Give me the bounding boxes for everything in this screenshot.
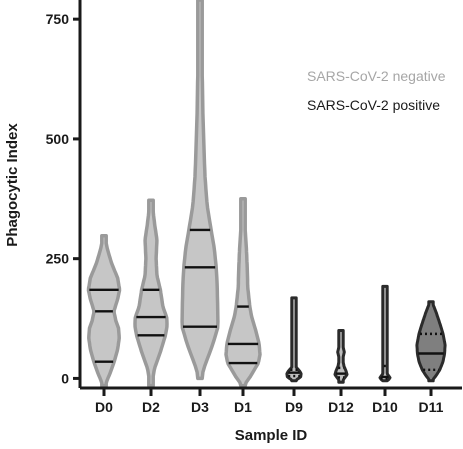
violin-d10	[378, 284, 392, 383]
violin-d12	[333, 329, 349, 384]
x-tick-label-d10: D10	[372, 399, 398, 415]
violin-d11	[415, 300, 447, 383]
x-tick-label-d12: D12	[328, 399, 354, 415]
legend-entry-positive: SARS-CoV-2 positive	[307, 97, 440, 113]
x-tick-label-d3: D3	[191, 399, 209, 415]
y-axis-title: Phagocytic Index	[4, 123, 21, 247]
x-tick-label-d1: D1	[234, 399, 252, 415]
y-tick-label-0: 0	[61, 370, 69, 386]
y-tick-label-500: 500	[46, 131, 70, 147]
plot-area	[86, 0, 447, 388]
x-tick-label-d11: D11	[419, 399, 444, 415]
x-axis-title: Sample ID	[235, 427, 308, 444]
axes: 0 250 500 750 D0 D2 D3 D1 D9 D12 D10 D11	[46, 0, 462, 415]
legend-entry-negative: SARS-CoV-2 negative	[307, 68, 446, 84]
legend: SARS-CoV-2 negative SARS-CoV-2 positive	[307, 68, 446, 113]
y-tick-label-250: 250	[46, 251, 70, 267]
violin-d9	[285, 296, 303, 383]
violin-d2	[133, 198, 169, 388]
x-tick-label-d9: D9	[285, 399, 303, 415]
y-tick-label-750: 750	[46, 11, 70, 27]
violin-d3	[180, 0, 220, 381]
violin-d1	[224, 197, 262, 388]
x-tick-label-d2: D2	[142, 399, 160, 415]
x-tick-label-d0: D0	[95, 399, 113, 415]
